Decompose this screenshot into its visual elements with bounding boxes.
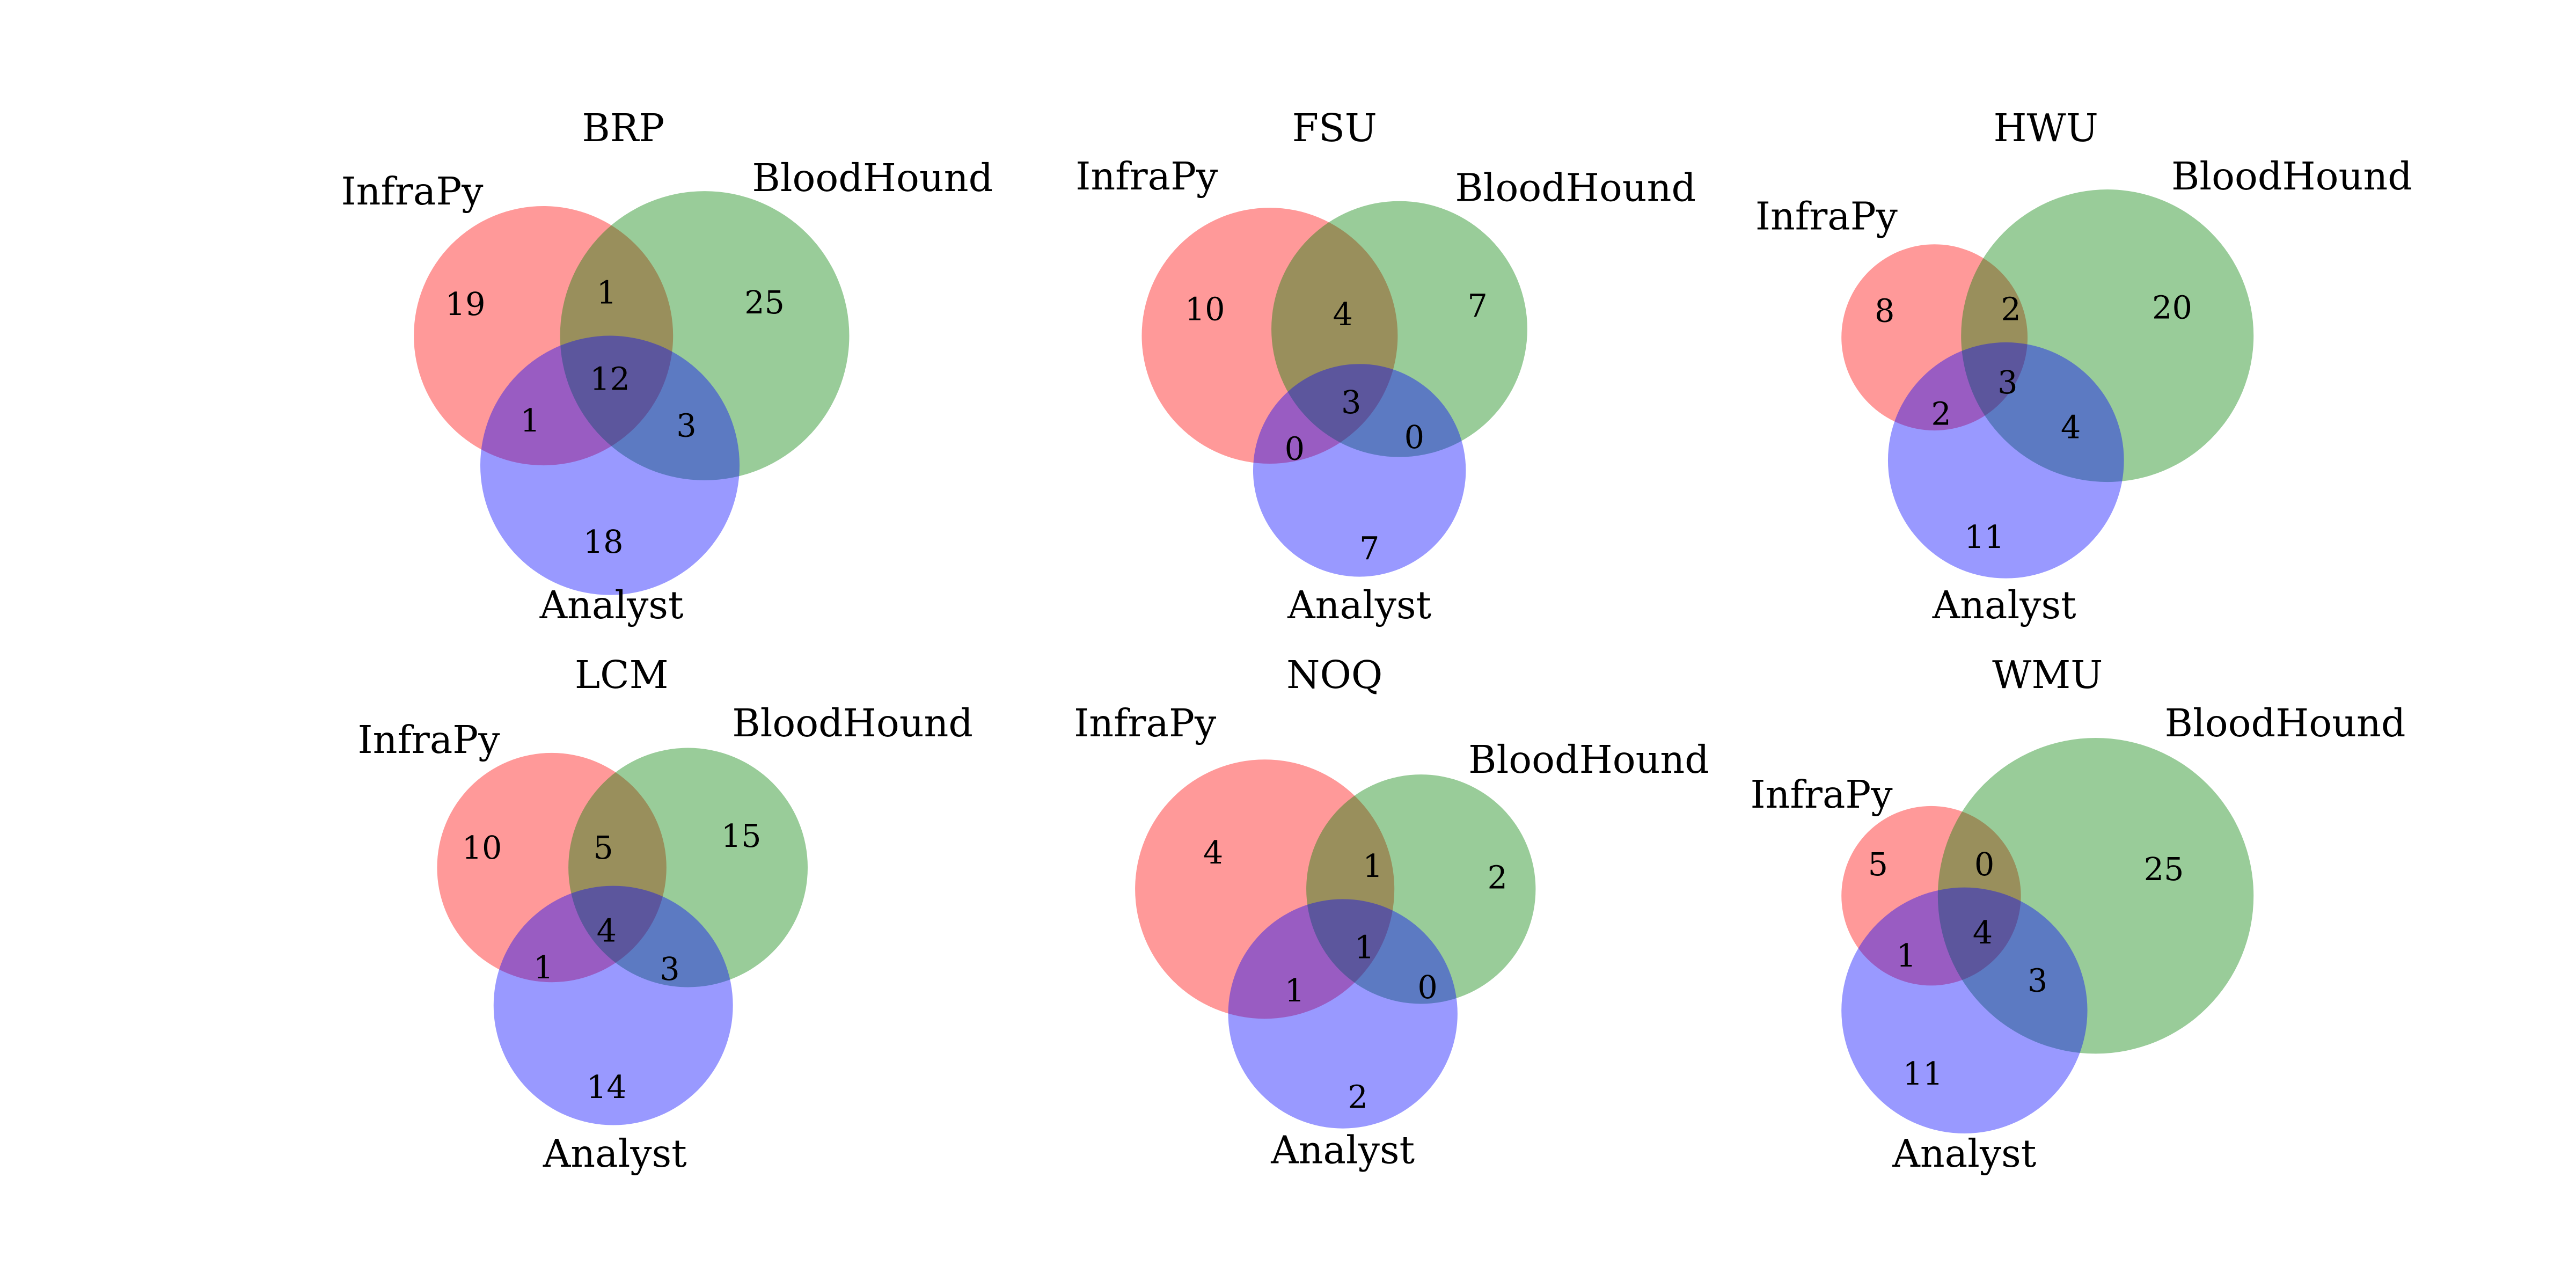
panel-title: NOQ — [1286, 653, 1382, 697]
region-value-infrapy-analyst: 0 — [1285, 430, 1305, 467]
region-value-infrapy-only: 10 — [462, 829, 502, 866]
set-label-infrapy: InfraPy — [341, 169, 484, 214]
region-value-bloodhound-analyst: 0 — [1417, 969, 1437, 1006]
panel-title: LCM — [575, 653, 669, 697]
circle-bloodhound — [568, 748, 808, 987]
region-value-infrapy-analyst: 1 — [520, 402, 540, 439]
region-value-infrapy-bloodhound: 2 — [2001, 291, 2021, 328]
region-value-infrapy-analyst: 2 — [1931, 396, 1951, 433]
circle-infrapy — [1841, 244, 2028, 431]
region-value-bloodhound-only: 25 — [744, 284, 785, 321]
circle-bloodhound — [1306, 774, 1536, 1004]
circle-analyst — [480, 335, 740, 595]
region-value-analyst-only: 7 — [1359, 530, 1379, 567]
region-value-bloodhound-analyst: 4 — [2061, 408, 2081, 445]
region-value-all-three: 3 — [1341, 384, 1361, 421]
circle-analyst — [1253, 364, 1466, 577]
region-value-infrapy-bloodhound: 1 — [1363, 847, 1382, 884]
region-value-infrapy-only: 8 — [1875, 292, 1894, 330]
region-value-infrapy-analyst: 1 — [533, 949, 553, 986]
region-value-infrapy-only: 19 — [445, 286, 486, 323]
region-value-bloodhound-only: 20 — [2152, 289, 2192, 326]
circle-infrapy — [414, 206, 674, 466]
region-value-bloodhound-only: 25 — [2144, 851, 2184, 888]
region-value-all-three: 4 — [597, 912, 617, 949]
region-value-bloodhound-analyst: 0 — [1404, 419, 1424, 456]
region-value-analyst-only: 2 — [1348, 1078, 1367, 1115]
region-value-infrapy-analyst: 1 — [1285, 972, 1305, 1009]
set-label-analyst: Analyst — [539, 583, 684, 627]
region-value-infrapy-bloodhound: 1 — [597, 274, 617, 311]
set-label-analyst: Analyst — [1270, 1128, 1415, 1173]
circle-bloodhound — [1961, 189, 2254, 482]
region-value-bloodhound-only: 7 — [1467, 287, 1487, 324]
circle-infrapy — [437, 752, 667, 983]
circle-bloodhound — [560, 191, 850, 480]
set-label-bloodhound: BloodHound — [752, 156, 993, 200]
region-value-bloodhound-analyst: 3 — [660, 950, 679, 987]
set-label-analyst: Analyst — [1287, 583, 1431, 627]
region-value-infrapy-only: 10 — [1185, 291, 1225, 328]
region-value-all-three: 3 — [1997, 364, 2017, 401]
region-value-all-three: 1 — [1355, 929, 1374, 966]
set-label-bloodhound: BloodHound — [732, 701, 973, 745]
venn-panel-hwu: HWU InfraPy BloodHound Analyst 8 20 11 2 2 4 3 — [1755, 106, 2412, 627]
set-label-infrapy: InfraPy — [1755, 194, 1898, 238]
region-value-infrapy-only: 5 — [1868, 846, 1888, 883]
panel-title: WMU — [1992, 653, 2103, 697]
circle-infrapy — [1841, 806, 2021, 986]
venn-panel-noq: NOQ InfraPy BloodHound Analyst 4 2 2 1 1 0 1 — [1074, 653, 1709, 1173]
region-value-bloodhound-only: 15 — [721, 817, 762, 854]
circle-bloodhound — [1937, 737, 2254, 1054]
circle-analyst — [1228, 899, 1458, 1129]
region-value-bloodhound-analyst: 3 — [2028, 962, 2047, 999]
panel-title: FSU — [1292, 106, 1377, 150]
set-label-analyst: Analyst — [543, 1131, 687, 1176]
region-value-analyst-only: 14 — [587, 1069, 627, 1106]
set-label-bloodhound: BloodHound — [1468, 737, 1709, 782]
circle-analyst — [1841, 887, 2088, 1133]
circle-analyst — [1887, 342, 2124, 579]
region-value-all-three: 4 — [1973, 914, 1993, 951]
set-label-analyst: Analyst — [1892, 1131, 2036, 1176]
set-label-bloodhound: BloodHound — [1455, 166, 1696, 210]
set-label-analyst: Analyst — [1932, 583, 2076, 627]
region-value-bloodhound-analyst: 3 — [676, 407, 696, 444]
circle-bloodhound — [1271, 201, 1527, 457]
panel-title: BRP — [582, 106, 664, 150]
set-label-infrapy: InfraPy — [357, 718, 500, 762]
region-value-all-three: 12 — [590, 361, 630, 398]
region-value-bloodhound-only: 2 — [1487, 859, 1507, 896]
circle-analyst — [493, 885, 733, 1125]
circle-infrapy — [1141, 208, 1398, 464]
set-label-infrapy: InfraPy — [1075, 154, 1218, 199]
set-label-bloodhound: BloodHound — [2171, 154, 2412, 199]
region-value-analyst-only: 11 — [1964, 518, 2004, 555]
region-value-infrapy-bloodhound: 5 — [593, 829, 613, 866]
region-value-analyst-only: 18 — [583, 523, 624, 560]
venn-panel-lcm: LCM InfraPy BloodHound Analyst 10 15 14 5 1 3 4 — [357, 653, 973, 1176]
circle-infrapy — [1135, 759, 1395, 1019]
set-label-bloodhound: BloodHound — [2165, 701, 2406, 745]
set-label-infrapy: InfraPy — [1751, 772, 1893, 817]
region-value-infrapy-bloodhound: 0 — [1974, 846, 1994, 883]
venn-panel-wmu: WMU InfraPy BloodHound Analyst 5 25 11 0 1 34 — [1751, 653, 2406, 1176]
set-label-infrapy: InfraPy — [1074, 701, 1217, 745]
region-value-infrapy-only: 4 — [1203, 834, 1223, 871]
panel-title: HWU — [1993, 106, 2098, 150]
region-value-infrapy-analyst: 1 — [1896, 937, 1916, 974]
region-value-infrapy-bloodhound: 4 — [1333, 296, 1352, 333]
region-value-analyst-only: 11 — [1903, 1055, 1943, 1092]
